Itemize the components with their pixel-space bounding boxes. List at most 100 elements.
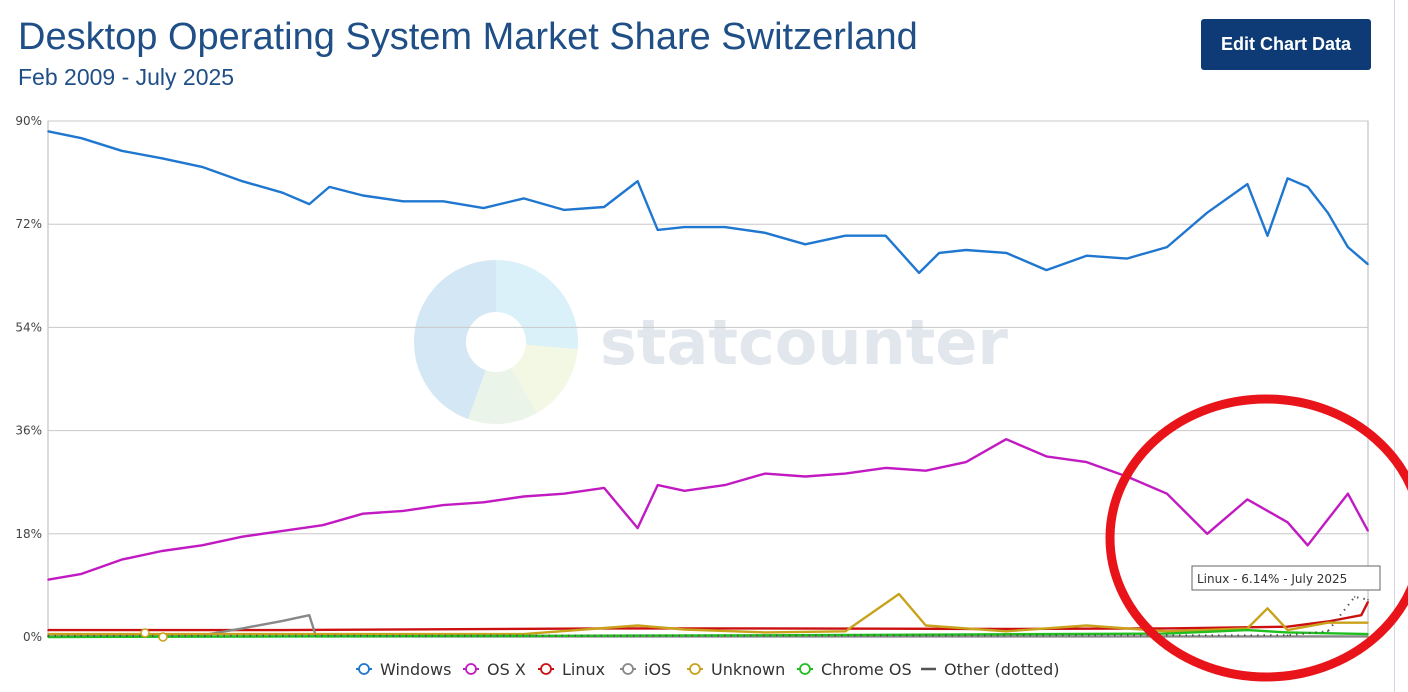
data-point-unknown xyxy=(636,624,639,627)
legend-marker xyxy=(689,663,701,675)
data-point-unknown xyxy=(1085,624,1088,627)
chart-series xyxy=(47,130,1370,642)
data-point-os-x xyxy=(1206,533,1208,535)
data-point-windows xyxy=(1367,263,1369,266)
data-point-windows xyxy=(1347,246,1349,248)
data-point-ios xyxy=(241,627,244,630)
data-point-windows xyxy=(965,249,967,251)
data-point-os-x xyxy=(924,469,927,472)
data-point-os-x xyxy=(241,535,244,538)
data-point-os-x xyxy=(636,527,639,529)
data-point-os-x xyxy=(723,484,726,486)
data-point-os-x xyxy=(1367,530,1369,532)
data-point-windows xyxy=(563,209,565,211)
data-point-os-x xyxy=(402,510,404,512)
data-point-os-x xyxy=(80,573,83,575)
data-point-os-x xyxy=(563,492,565,495)
tooltip-box xyxy=(1191,565,1381,591)
y-tick-label: 72% xyxy=(15,217,42,231)
data-point-windows xyxy=(938,252,940,254)
data-point-windows xyxy=(281,191,284,194)
data-point-windows xyxy=(161,157,163,160)
legend-label: Chrome OS xyxy=(821,660,912,679)
data-point-windows xyxy=(1326,211,1329,214)
data-point-os-x xyxy=(1166,492,1168,495)
watermark-slice xyxy=(496,260,578,350)
legend-label: iOS xyxy=(644,660,671,679)
data-point-chrome-os xyxy=(1367,633,1369,635)
data-point-os-x xyxy=(603,487,605,489)
data-point-windows xyxy=(1166,246,1168,248)
data-point-linux xyxy=(1367,600,1369,603)
data-point-windows xyxy=(120,150,123,152)
data-point-chrome-os xyxy=(1166,632,1168,635)
data-point-os-x xyxy=(522,495,525,498)
red-highlight-ellipse xyxy=(1105,394,1408,682)
legend-label: Unknown xyxy=(711,660,785,679)
data-point-windows xyxy=(1125,257,1128,260)
data-point-windows xyxy=(442,200,445,203)
data-point-os-x xyxy=(201,544,203,547)
data-point-os-x xyxy=(1246,498,1249,501)
data-point-windows xyxy=(1286,177,1289,180)
page-title: Desktop Operating System Market Share Sw… xyxy=(18,16,918,58)
data-point-windows xyxy=(1085,254,1088,257)
data-point-windows xyxy=(241,180,244,182)
data-point-unknown xyxy=(1367,621,1369,624)
data-point-unknown xyxy=(764,631,766,634)
data-point-windows xyxy=(482,207,485,209)
data-point-ios xyxy=(281,620,284,622)
data-point-windows xyxy=(764,232,766,234)
data-point-windows xyxy=(884,234,887,237)
data-point-windows xyxy=(1045,269,1048,271)
data-point-linux xyxy=(1360,614,1363,617)
data-point-linux xyxy=(1005,628,1007,630)
data-point-os-x xyxy=(1347,492,1349,495)
legend-marker xyxy=(540,663,552,675)
data-point-os-x xyxy=(1085,461,1088,463)
data-point-marker xyxy=(140,628,150,638)
y-tick-label: 54% xyxy=(15,320,42,334)
y-tick-label: 90% xyxy=(15,114,42,128)
data-point-windows xyxy=(362,194,364,197)
data-point-linux xyxy=(1286,625,1289,628)
series-line-other-dotted xyxy=(47,595,1369,637)
legend-label: Windows xyxy=(380,660,451,679)
edit-chart-data-button[interactable]: Edit Chart Data xyxy=(1201,19,1371,70)
legend-label: Other (dotted) xyxy=(944,660,1060,679)
data-point-marker xyxy=(158,632,168,642)
data-point-unknown xyxy=(1326,621,1329,624)
y-tick-label: 0% xyxy=(23,630,42,644)
data-point-os-x xyxy=(965,461,967,463)
data-point-os-x xyxy=(656,484,659,486)
data-point-windows xyxy=(1306,186,1309,188)
data-point-windows xyxy=(723,226,726,228)
data-point-os-x xyxy=(1306,544,1309,547)
legend-marker xyxy=(622,663,634,675)
right-edge-divider xyxy=(1394,0,1395,692)
data-point-unknown xyxy=(1286,629,1289,631)
data-point-unknown xyxy=(924,624,927,627)
data-point-windows xyxy=(47,130,49,133)
data-point-os-x xyxy=(844,472,847,475)
data-point-os-x xyxy=(482,501,485,504)
data-point-chrome-os xyxy=(764,634,766,637)
data-point-os-x xyxy=(321,524,324,526)
chart-grid: 0% 18% 36% 54% 72% 90% xyxy=(15,114,1369,644)
series-line-unknown xyxy=(48,592,1368,636)
legend-marker xyxy=(799,663,811,675)
watermark-slice xyxy=(511,344,578,414)
tooltip-text: Linux - 6.14% - July 2025 xyxy=(1197,572,1347,586)
plot-area-border xyxy=(47,120,1369,638)
data-point-os-x xyxy=(764,472,766,475)
data-point-windows xyxy=(1266,234,1269,237)
data-point-windows xyxy=(656,229,659,231)
data-point-windows xyxy=(1206,211,1208,214)
data-point-linux xyxy=(47,629,49,631)
data-point-windows xyxy=(603,206,605,208)
data-point-os-x xyxy=(683,490,686,492)
data-point-linux xyxy=(764,627,766,630)
data-point-windows xyxy=(804,243,806,246)
data-point-os-x xyxy=(362,512,364,515)
data-point-other-dotted xyxy=(1286,634,1289,637)
